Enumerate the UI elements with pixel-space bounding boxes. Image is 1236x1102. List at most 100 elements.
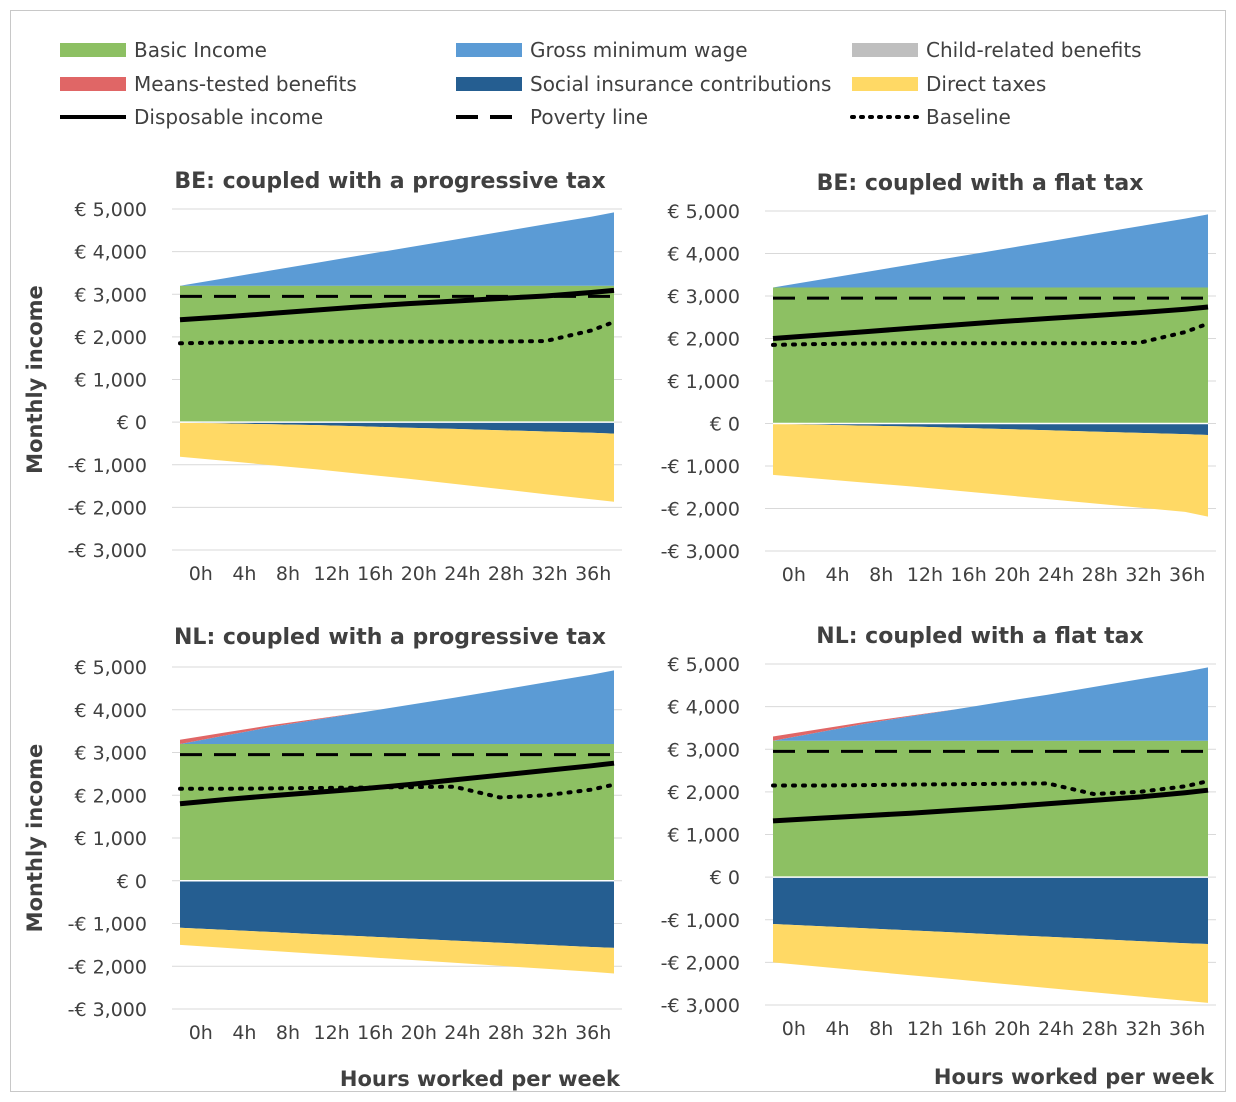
y-tick-label: € 3,000 — [74, 743, 147, 765]
legend-swatch — [852, 43, 918, 57]
y-axis-label: Monthly income — [23, 285, 47, 474]
y-tick-label: -€ 2,000 — [68, 497, 147, 519]
legend-label: Gross minimum wage — [530, 38, 748, 62]
x-tick-label: 4h — [825, 564, 849, 586]
y-tick-label: € 2,000 — [74, 327, 147, 349]
legend-swatch — [60, 43, 126, 57]
x-tick-label: 0h — [782, 564, 806, 586]
legend-swatch-fill — [456, 77, 522, 91]
baseline-line — [771, 321, 1210, 347]
y-tick-label: € 5,000 — [667, 201, 740, 223]
y-tick-label: -€ 2,000 — [68, 956, 147, 978]
legend-swatch — [850, 115, 920, 119]
y-tick-label: € 1,000 — [74, 370, 147, 392]
y-tick-label: € 1,000 — [667, 371, 740, 393]
chart-title: BE: coupled with a flat tax — [817, 171, 1144, 196]
legend-label: Disposable income — [134, 105, 324, 129]
x-tick-label: 28h — [1082, 1018, 1118, 1040]
area-direct-taxes — [773, 924, 1208, 1003]
area-social-insurance-contributions — [773, 423, 1208, 435]
x-tick-label: 8h — [276, 1022, 300, 1044]
y-tick-label: € 4,000 — [74, 700, 147, 722]
x-tick-label: 20h — [401, 1022, 437, 1044]
legend-label: Basic Income — [134, 38, 267, 62]
legend-label: Means-tested benefits — [134, 72, 357, 96]
x-tick-label: 8h — [276, 563, 300, 585]
legend-swatch — [60, 77, 126, 91]
chart-title: BE: coupled with a progressive tax — [174, 169, 605, 194]
x-tick-label: 28h — [1082, 564, 1118, 586]
y-tick-label: € 0 — [117, 412, 147, 434]
legend-label: Direct taxes — [926, 72, 1047, 96]
legend-swatch-fill — [456, 43, 522, 57]
x-tick-label: 12h — [907, 1018, 943, 1040]
y-axis-label: Monthly income — [23, 744, 47, 933]
y-tick-label: € 5,000 — [667, 654, 740, 676]
x-tick-label: 20h — [401, 563, 437, 585]
legend-label: Baseline — [926, 105, 1011, 129]
x-tick-label: 32h — [531, 563, 567, 585]
x-tick-label: 24h — [444, 563, 480, 585]
legend: Basic Income Gross minimum wage Child-re… — [0, 0, 1236, 140]
x-tick-label: 28h — [488, 1022, 524, 1044]
area-gross-minimum-wage — [180, 212, 614, 286]
legend-label: Poverty line — [530, 105, 649, 129]
x-tick-label: 16h — [357, 1022, 393, 1044]
chart-title: NL: coupled with a flat tax — [816, 624, 1143, 649]
legend-swatch-fill — [60, 77, 126, 91]
chart-panel: € 5,000 € 4,000 € 3,000 € 2,000 € 1,000 € 0 -€… — [23, 169, 622, 585]
legend-swatch — [456, 115, 522, 119]
y-tick-label: € 0 — [710, 867, 740, 889]
area-gross-minimum-wage — [773, 667, 1208, 741]
x-tick-label: 0h — [782, 1018, 806, 1040]
y-tick-label: € 3,000 — [74, 284, 147, 306]
area-direct-taxes — [773, 423, 1208, 517]
x-tick-label: 36h — [575, 1022, 611, 1044]
area-social-insurance-contributions — [180, 422, 614, 434]
x-tick-label: 0h — [189, 1022, 213, 1044]
legend-swatch-fill — [852, 43, 918, 57]
baseline-line — [771, 779, 1210, 797]
x-tick-label: 12h — [313, 563, 349, 585]
chart-panel: € 5,000 € 4,000 € 3,000 € 2,000 € 1,000 € 0 -€… — [661, 624, 1216, 1089]
x-tick-label: 32h — [531, 1022, 567, 1044]
y-tick-label: € 4,000 — [74, 242, 147, 264]
area-basic-income — [180, 285, 614, 423]
x-tick-label: 12h — [907, 564, 943, 586]
legend-swatch-fill — [852, 77, 918, 91]
y-tick-label: € 3,000 — [667, 739, 740, 761]
chart-panel: € 5,000 € 4,000 € 3,000 € 2,000 € 1,000 € 0 -€… — [23, 625, 622, 1091]
y-tick-label: € 1,000 — [667, 825, 740, 847]
area-direct-taxes — [180, 422, 614, 502]
y-tick-label: € 3,000 — [667, 286, 740, 308]
x-tick-label: 36h — [575, 563, 611, 585]
baseline-line — [178, 320, 616, 346]
y-tick-label: -€ 3,000 — [68, 540, 147, 562]
x-tick-label: 8h — [869, 1018, 893, 1040]
legend-label: Child-related benefits — [926, 38, 1142, 62]
y-tick-label: € 0 — [117, 871, 147, 893]
x-tick-label: 4h — [825, 1018, 849, 1040]
x-tick-label: 8h — [869, 564, 893, 586]
legend-label: Social insurance contributions — [530, 72, 832, 96]
y-tick-label: € 4,000 — [667, 244, 740, 266]
y-tick-label: € 0 — [710, 414, 740, 436]
y-tick-label: -€ 2,000 — [661, 952, 740, 974]
y-tick-label: -€ 1,000 — [661, 456, 740, 478]
x-tick-label: 24h — [1038, 1018, 1074, 1040]
y-tick-label: -€ 3,000 — [661, 541, 740, 563]
y-tick-label: € 2,000 — [74, 785, 147, 807]
disposable-income-line — [772, 787, 1209, 824]
y-tick-label: € 4,000 — [667, 697, 740, 719]
x-tick-label: 16h — [357, 563, 393, 585]
x-tick-label: 20h — [994, 564, 1030, 586]
legend-swatch — [60, 115, 126, 119]
area-direct-taxes — [180, 927, 614, 974]
x-tick-label: 20h — [994, 1018, 1030, 1040]
y-tick-label: -€ 3,000 — [68, 999, 147, 1021]
y-tick-label: € 2,000 — [667, 329, 740, 351]
x-tick-label: 16h — [951, 1018, 987, 1040]
x-tick-label: 28h — [488, 563, 524, 585]
y-tick-label: € 5,000 — [74, 199, 147, 221]
disposable-income-line — [179, 760, 615, 807]
